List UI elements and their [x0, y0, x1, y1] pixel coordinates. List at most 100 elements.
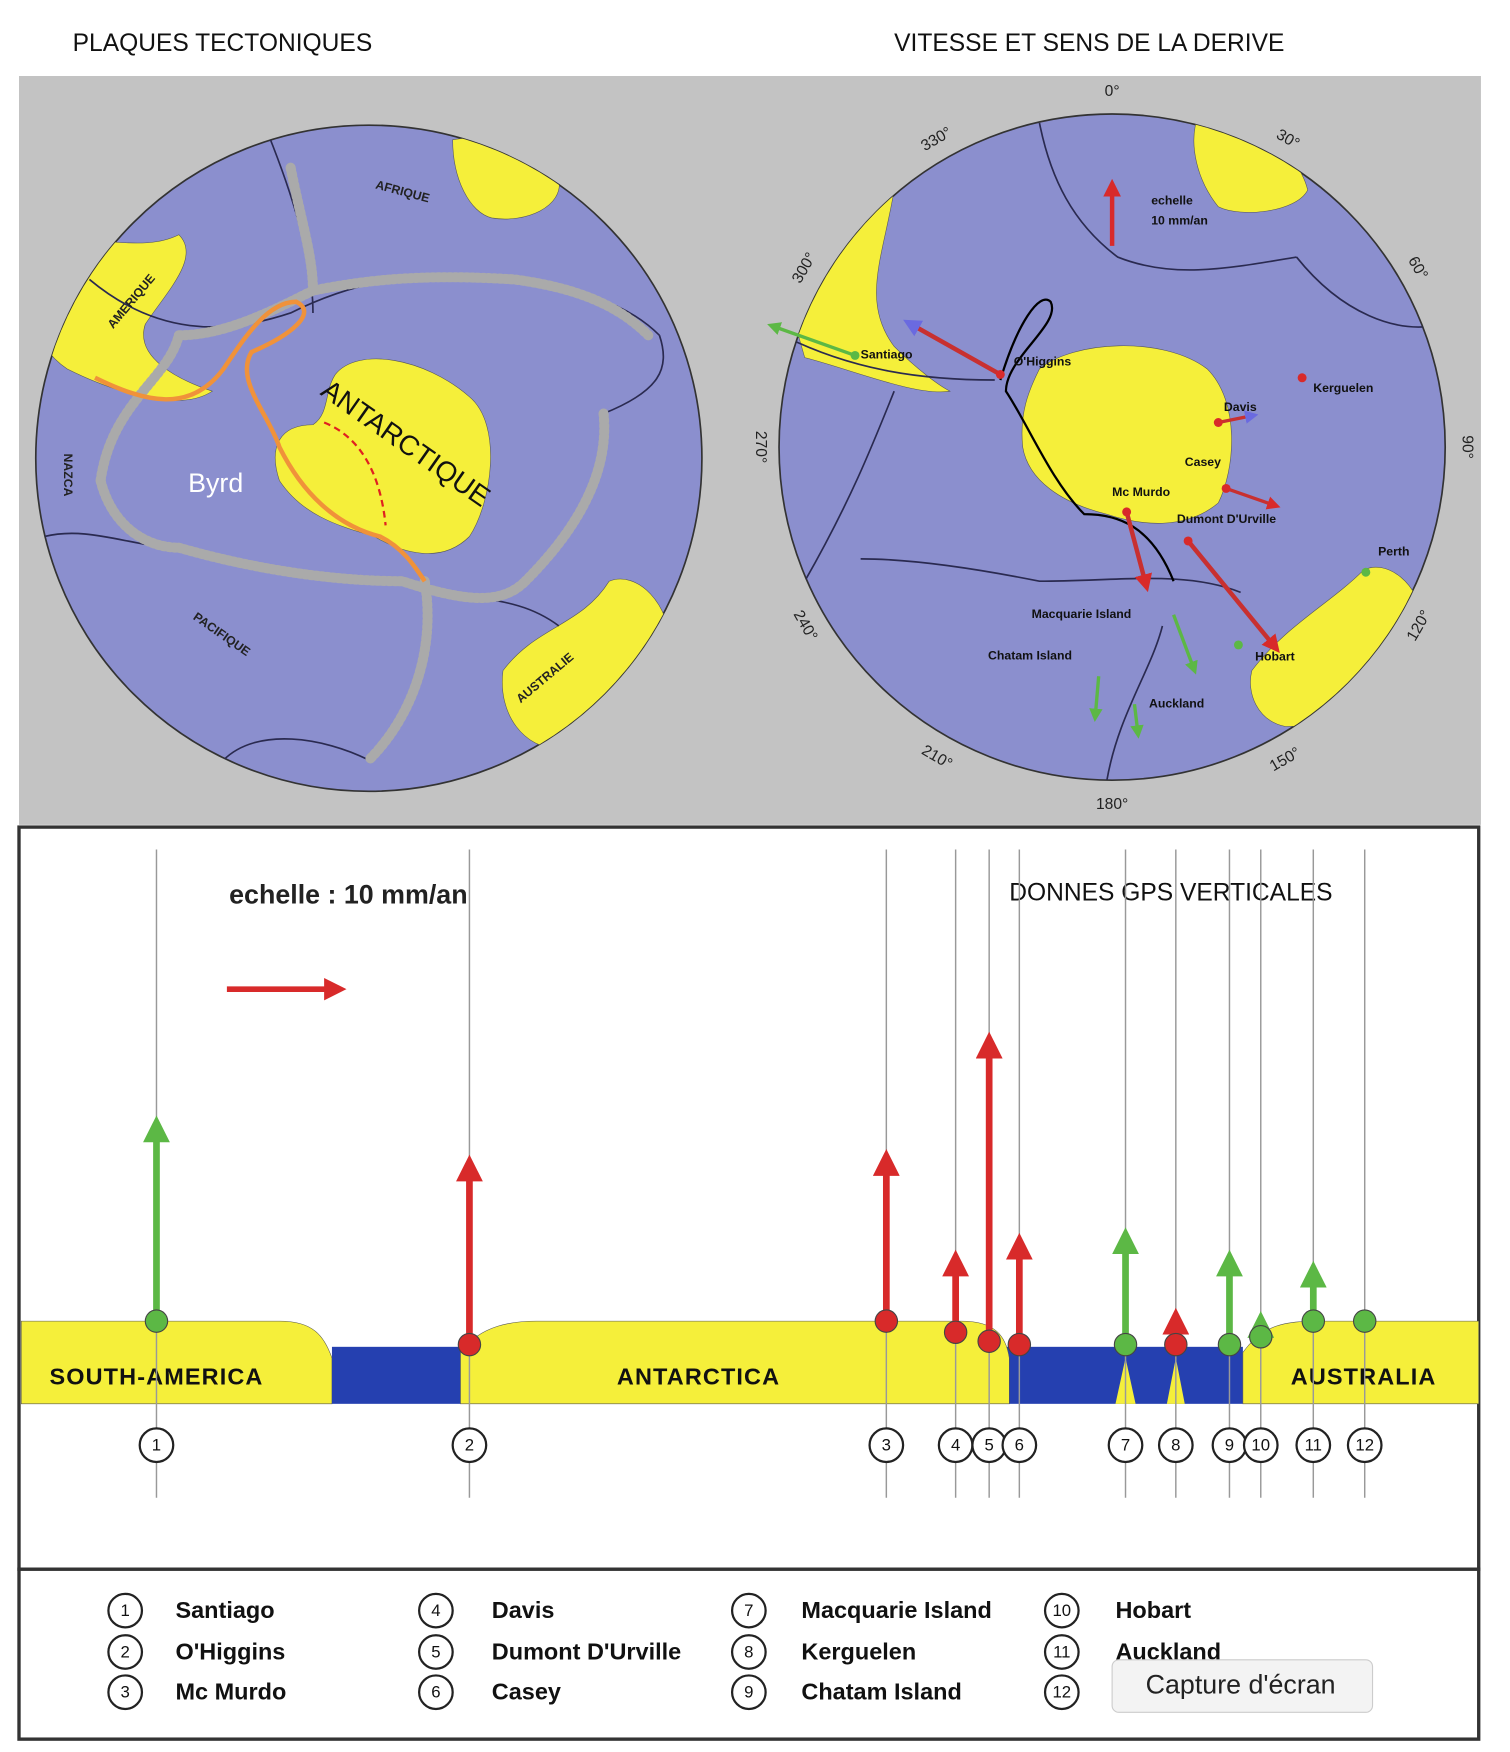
station-badge — [1295, 1427, 1332, 1464]
station-label: Dumont D'Urville — [1177, 512, 1276, 526]
line — [1217, 410, 1259, 425]
legend-badge — [107, 1674, 144, 1711]
legend-name: Casey — [492, 1679, 561, 1705]
legend-number: 8 — [744, 1643, 753, 1662]
circle — [1233, 640, 1243, 650]
right-map — [782, 120, 1443, 781]
station-label: Kerguelen — [1313, 381, 1373, 395]
legend-badge — [418, 1592, 454, 1629]
station-dot — [1249, 1325, 1273, 1349]
legend-badge — [1043, 1592, 1080, 1629]
station-dot — [1113, 1332, 1138, 1357]
line — [1225, 486, 1281, 510]
station-label: Macquarie Island — [1032, 607, 1132, 621]
station-dot — [1301, 1309, 1326, 1333]
degree-label: 180° — [1096, 796, 1128, 813]
station-label: Casey — [1185, 455, 1221, 469]
path — [1021, 345, 1232, 524]
drift-arrows — [767, 319, 1371, 739]
legend-badge — [107, 1634, 144, 1670]
station-dot — [874, 1309, 899, 1333]
station-number: 12 — [1355, 1436, 1374, 1455]
scaled: PLAQUES TECTONIQUES VITESSE ET SENS DE L… — [17, 30, 1481, 1741]
station-number: 10 — [1251, 1436, 1270, 1455]
legend-name: O'Higgins — [175, 1638, 285, 1664]
legend-name: Hobart — [1115, 1597, 1191, 1623]
legend-badge — [418, 1634, 454, 1670]
circle — [1221, 483, 1231, 493]
station-label: Perth — [1378, 544, 1409, 558]
station-badge — [1346, 1427, 1383, 1464]
panel-title: DONNES GPS VERTICALES — [1009, 880, 1332, 907]
line — [1124, 511, 1152, 593]
line — [1186, 539, 1280, 653]
line — [903, 319, 1002, 377]
station-badge — [1242, 1427, 1279, 1464]
station-number: 4 — [951, 1436, 960, 1455]
station-dot — [1352, 1309, 1377, 1333]
tooltip — [1111, 1659, 1374, 1713]
station-label: Hobart — [1255, 649, 1295, 663]
legend-number: 1 — [121, 1601, 130, 1620]
title-right: VITESSE ET SENS DE LA DERIVE — [894, 30, 1284, 57]
legend-badge — [418, 1674, 454, 1711]
legend-name: Kerguelen — [801, 1638, 916, 1664]
station-label: Mc Murdo — [1112, 485, 1170, 499]
station-label: Davis — [1224, 400, 1257, 414]
legend-number: 3 — [121, 1683, 130, 1702]
station-number: 11 — [1305, 1436, 1322, 1455]
circle — [995, 369, 1005, 379]
station-badge — [451, 1427, 488, 1464]
path — [999, 298, 1175, 582]
legend-badge — [1043, 1674, 1080, 1711]
legend-name: Mc Murdo — [175, 1679, 286, 1705]
circle — [1183, 536, 1193, 546]
degree-label: 270° — [752, 431, 769, 463]
line — [1130, 703, 1144, 739]
path — [323, 421, 387, 526]
circle — [1361, 567, 1371, 577]
station-label: Chatam Island — [988, 648, 1072, 662]
islands — [1115, 1358, 1185, 1404]
line — [1172, 614, 1198, 675]
line — [1089, 676, 1103, 723]
scale-label: echelle — [1151, 193, 1193, 207]
station-label: O'Higgins — [1014, 354, 1072, 368]
legend-badge — [730, 1674, 767, 1711]
station-number: 8 — [1171, 1436, 1180, 1455]
legend-badge — [1043, 1634, 1080, 1670]
station-dot — [1007, 1332, 1032, 1357]
legend-name: Santiago — [175, 1597, 274, 1623]
legend-badge — [107, 1592, 144, 1629]
station-number: 3 — [882, 1436, 891, 1455]
degree-label: 90° — [1458, 435, 1475, 459]
legend-number: 6 — [431, 1683, 440, 1702]
station-dot — [943, 1320, 968, 1345]
legend-badge — [730, 1634, 767, 1670]
station-number: 5 — [985, 1436, 994, 1455]
region-label: AUSTRALIA — [1291, 1363, 1437, 1389]
station-dot — [1164, 1332, 1188, 1357]
station-badge — [1157, 1427, 1194, 1464]
degree-label: 0° — [1105, 83, 1120, 100]
legend-number: 10 — [1052, 1601, 1071, 1620]
legend-number: 9 — [744, 1683, 753, 1702]
station-badge — [1107, 1427, 1144, 1464]
station-dot — [1217, 1332, 1242, 1357]
station-dot — [144, 1309, 169, 1333]
legend-number: 7 — [744, 1601, 753, 1620]
legend-number: 4 — [431, 1601, 440, 1620]
map-label: NAZCA — [61, 454, 75, 497]
map-label: Byrd — [188, 468, 243, 498]
station-dot — [977, 1329, 1001, 1353]
station-labels: Santiago O'Higgins Kerguelen Davis Casey Mc M… — [861, 348, 1410, 711]
line — [767, 322, 856, 358]
scale-label: 10 mm/an — [1151, 214, 1208, 228]
antarctica — [460, 1320, 1010, 1405]
station-badge — [868, 1427, 905, 1464]
circle — [1213, 418, 1223, 427]
legend-name: Davis — [492, 1597, 555, 1623]
station-badge — [138, 1427, 175, 1464]
legend-number: 2 — [121, 1643, 130, 1662]
